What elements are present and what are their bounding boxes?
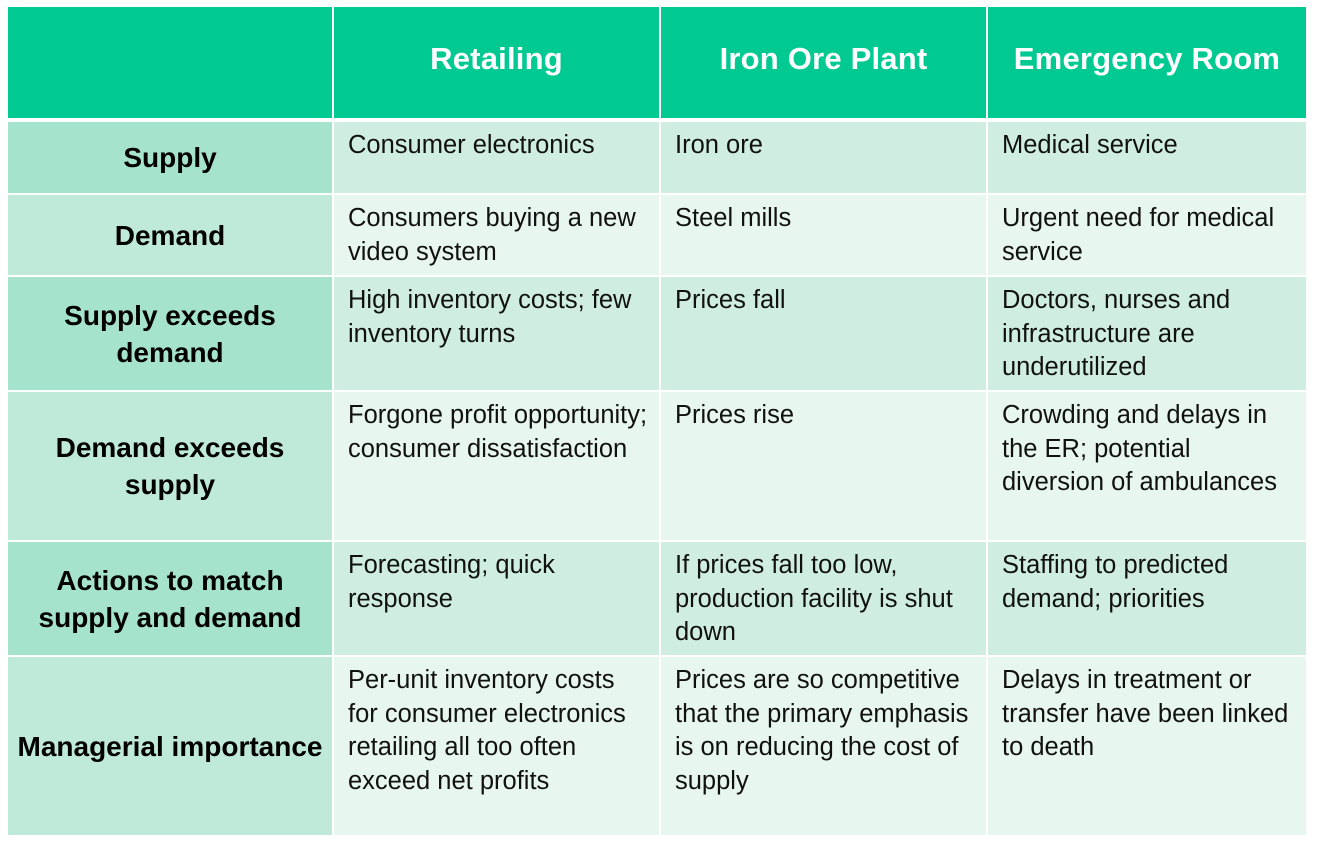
table-cell: Staffing to predicted demand; priorities bbox=[988, 542, 1306, 657]
table-cell: Prices are so competitive that the prima… bbox=[661, 657, 988, 837]
table-row-supply-exceeds-demand: Supply exceeds demand High inventory cos… bbox=[8, 277, 1306, 392]
table-row-demand-exceeds-supply: Demand exceeds supply Forgone profit opp… bbox=[8, 392, 1306, 542]
header-corner-cell bbox=[8, 7, 334, 122]
table-cell: Crowding and delays in the ER; potential… bbox=[988, 392, 1306, 542]
header-iron-ore-plant: Iron Ore Plant bbox=[661, 7, 988, 122]
table-cell: Consumers buying a new video system bbox=[334, 195, 661, 277]
row-label: Managerial importance bbox=[8, 657, 334, 837]
table-cell: If prices fall too low, production facil… bbox=[661, 542, 988, 657]
table-cell: Per-unit inventory costs for consumer el… bbox=[334, 657, 661, 837]
header-retailing: Retailing bbox=[334, 7, 661, 122]
table-cell: Medical service bbox=[988, 122, 1306, 195]
row-label: Demand bbox=[8, 195, 334, 277]
row-label: Supply bbox=[8, 122, 334, 195]
comparison-table-container: Retailing Iron Ore Plant Emergency Room … bbox=[8, 7, 1306, 837]
table-cell: Doctors, nurses and infrastructure are u… bbox=[988, 277, 1306, 392]
table-cell: Prices fall bbox=[661, 277, 988, 392]
row-label: Demand exceeds supply bbox=[8, 392, 334, 542]
table-row-supply: Supply Consumer electronics Iron ore Med… bbox=[8, 122, 1306, 195]
table-row-managerial-importance: Managerial importance Per-unit inventory… bbox=[8, 657, 1306, 837]
table-cell: Prices rise bbox=[661, 392, 988, 542]
table-cell: High inventory costs; few inventory turn… bbox=[334, 277, 661, 392]
header-emergency-room: Emergency Room bbox=[988, 7, 1306, 122]
table-row-actions-to-match: Actions to match supply and demand Forec… bbox=[8, 542, 1306, 657]
table-cell: Forgone profit opportunity; consumer dis… bbox=[334, 392, 661, 542]
table-cell: Steel mills bbox=[661, 195, 988, 277]
table-cell: Urgent need for medical service bbox=[988, 195, 1306, 277]
row-label: Supply exceeds demand bbox=[8, 277, 334, 392]
row-label: Actions to match supply and demand bbox=[8, 542, 334, 657]
header-row: Retailing Iron Ore Plant Emergency Room bbox=[8, 7, 1306, 122]
table-cell: Delays in treatment or transfer have bee… bbox=[988, 657, 1306, 837]
table-cell: Iron ore bbox=[661, 122, 988, 195]
table-row-demand: Demand Consumers buying a new video syst… bbox=[8, 195, 1306, 277]
comparison-table: Retailing Iron Ore Plant Emergency Room … bbox=[8, 7, 1306, 837]
table-cell: Forecasting; quick response bbox=[334, 542, 661, 657]
table-cell: Consumer electronics bbox=[334, 122, 661, 195]
